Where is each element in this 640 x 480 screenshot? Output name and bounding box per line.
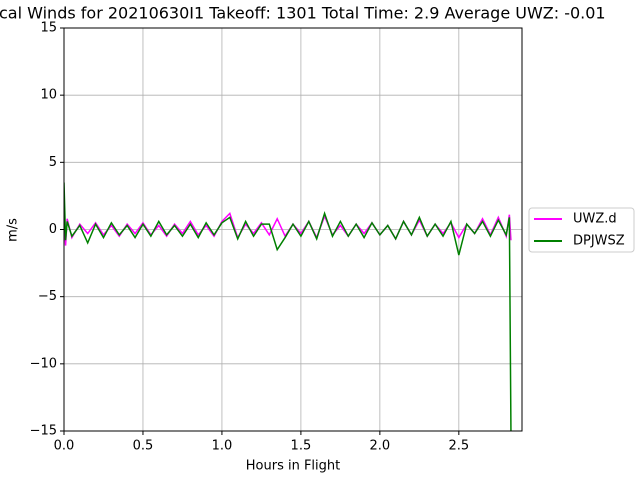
y-tick-label: 15	[40, 21, 57, 36]
chart-title: cal Winds for 20210630I1 Takeoff: 1301 T…	[0, 4, 606, 23]
y-axis-label: m/s	[6, 218, 21, 242]
plot-frame	[63, 27, 523, 432]
y-tick-label: −10	[30, 356, 57, 371]
y-tick-label: 10	[40, 88, 57, 103]
x-tick-label: 0.0	[54, 439, 75, 454]
x-tick-label: 0.5	[133, 439, 154, 454]
legend-label: DPJWSZ	[573, 234, 625, 249]
legend-label: UWZ.d	[573, 212, 617, 227]
x-tick-label: 1.0	[212, 439, 233, 454]
x-tick-label: 1.5	[291, 439, 312, 454]
y-tick-label: −5	[38, 289, 57, 304]
y-tick-label: 5	[49, 155, 57, 170]
x-tick-label: 2.0	[370, 439, 391, 454]
y-tick-label: 0	[49, 222, 57, 237]
y-tick-label: −15	[30, 424, 57, 439]
x-axis-label: Hours in Flight	[246, 459, 341, 474]
x-tick-label: 2.5	[448, 439, 469, 454]
data-line	[64, 182, 512, 431]
